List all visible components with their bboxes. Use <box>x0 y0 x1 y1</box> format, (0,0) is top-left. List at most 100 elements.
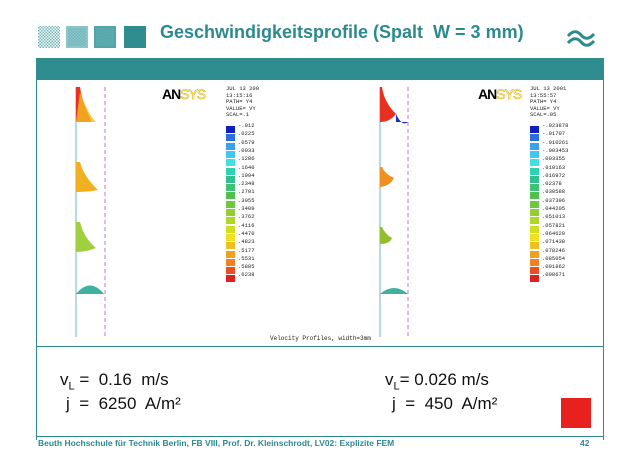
legend-label: .057821 <box>542 223 565 230</box>
slide-title: Geschwindigkeitsprofile (Spalt W = 3 mm) <box>160 22 524 43</box>
legend-label: .5531 <box>238 256 255 263</box>
legend-label: -.003453 <box>542 148 568 155</box>
legend-swatch <box>530 176 539 183</box>
result-velocity: vL = 0.16 m/s <box>60 370 169 392</box>
legend-label: .078246 <box>542 248 565 255</box>
legend-label: .1640 <box>238 165 255 172</box>
legend-swatch <box>530 168 539 175</box>
legend-label: .085054 <box>542 256 565 263</box>
legend-label: .0579 <box>238 140 255 147</box>
legend-swatch <box>530 242 539 249</box>
legend-swatch <box>530 217 539 224</box>
legend-swatch <box>226 242 235 249</box>
legend-swatch <box>530 259 539 266</box>
legend-swatch <box>530 234 539 241</box>
logo-bold: AN <box>478 86 496 102</box>
legend-label: .5177 <box>238 248 255 255</box>
legend-swatch <box>226 275 235 282</box>
legend-swatch <box>530 267 539 274</box>
border-left <box>36 80 37 440</box>
result-current: j = 6250 A/m² <box>66 394 181 414</box>
legend-label: .044205 <box>542 206 565 213</box>
legend-label: -.010261 <box>542 140 568 147</box>
legend-label: .010163 <box>542 165 565 172</box>
symbol: v <box>60 370 69 389</box>
legend-label: .091862 <box>542 264 565 271</box>
wave-icon <box>566 26 596 48</box>
legend-swatch <box>226 168 235 175</box>
legend-swatch <box>226 192 235 199</box>
legend-label: .030588 <box>542 189 565 196</box>
legend-label: .4470 <box>238 231 255 238</box>
header-bar <box>36 58 604 80</box>
legend-swatch <box>226 201 235 208</box>
legend-label: .02378 <box>542 181 562 188</box>
legend-swatch <box>530 126 539 133</box>
fem-figure <box>40 82 600 347</box>
legend-label: .1286 <box>238 156 255 163</box>
legend-label: .0933 <box>238 148 255 155</box>
red-square <box>561 398 591 428</box>
value: = 0.16 m/s <box>75 370 169 389</box>
legend-swatch <box>530 275 539 282</box>
legend-label: .3055 <box>238 198 255 205</box>
legend-label: .071438 <box>542 239 565 246</box>
footer-line <box>36 436 604 437</box>
legend-swatch <box>530 226 539 233</box>
legend-swatch <box>530 192 539 199</box>
legend-swatch <box>530 134 539 141</box>
legend-swatch <box>226 226 235 233</box>
ansys-logo: ANSYS <box>162 86 205 102</box>
legend-swatch <box>530 209 539 216</box>
legend-swatch <box>530 184 539 191</box>
plot-info: SCAL=.05 <box>530 112 556 119</box>
figure-caption: Velocity Profiles, width=3mm <box>270 336 371 343</box>
legend-swatch <box>226 143 235 150</box>
legend-swatch <box>226 259 235 266</box>
divider <box>36 346 604 347</box>
legend-label: .0225 <box>238 131 255 138</box>
legend-swatch <box>226 159 235 166</box>
logo-outline: SYS <box>496 86 521 102</box>
legend-label: .4823 <box>238 239 255 246</box>
legend-label: -.012 <box>238 123 255 130</box>
legend-swatch <box>226 134 235 141</box>
legend-label: .064629 <box>542 231 565 238</box>
header-squares <box>38 24 150 48</box>
legend-label: .3409 <box>238 206 255 213</box>
legend-label: .003355 <box>542 156 565 163</box>
result-current: j = 450 A/m² <box>392 394 497 414</box>
legend-swatch <box>226 209 235 216</box>
legend-label: .051013 <box>542 214 565 221</box>
page-number: 42 <box>580 438 589 448</box>
legend-swatch <box>530 151 539 158</box>
legend-swatch <box>226 251 235 258</box>
logo-bold: AN <box>162 86 180 102</box>
legend-label: .5885 <box>238 264 255 271</box>
legend-swatch <box>530 251 539 258</box>
legend-swatch <box>226 267 235 274</box>
legend-label: .6238 <box>238 272 255 279</box>
legend-swatch <box>226 217 235 224</box>
symbol: v <box>385 370 394 389</box>
legend-swatch <box>530 201 539 208</box>
legend-label: .1994 <box>238 173 255 180</box>
squares <box>38 24 150 48</box>
footer-text: Beuth Hochschule für Technik Berlin, FB … <box>38 438 394 448</box>
legend-swatch <box>226 176 235 183</box>
legend-swatch <box>226 126 235 133</box>
legend-label: .4116 <box>238 223 255 230</box>
legend-label: .2701 <box>238 189 255 196</box>
legend-label: .3762 <box>238 214 255 221</box>
border-right <box>603 80 604 440</box>
legend-label: .037396 <box>542 198 565 205</box>
result-velocity: vL= 0.026 m/s <box>385 370 489 392</box>
logo-outline: SYS <box>180 86 205 102</box>
legend-label: .016972 <box>542 173 565 180</box>
legend-label: -.01707 <box>542 131 565 138</box>
legend-swatch <box>530 143 539 150</box>
legend-swatch <box>530 159 539 166</box>
legend-swatch <box>226 234 235 241</box>
legend-swatch <box>226 151 235 158</box>
legend-label: -.023878 <box>542 123 568 130</box>
